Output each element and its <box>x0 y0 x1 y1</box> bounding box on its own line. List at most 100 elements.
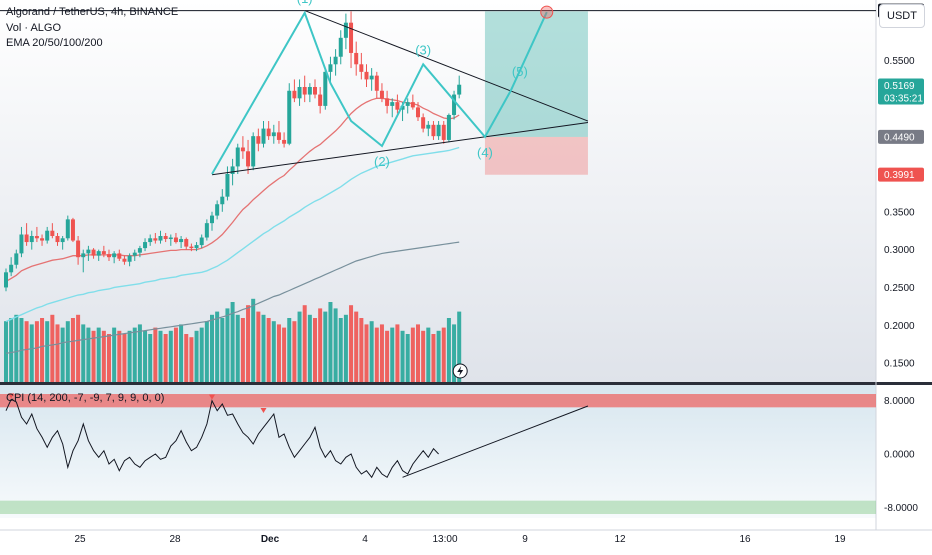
volume-bar <box>112 327 117 382</box>
candle-body <box>390 102 395 106</box>
candle-body <box>199 237 204 246</box>
candle-body <box>282 139 287 144</box>
volume-bar <box>364 324 369 382</box>
wave-label: (4) <box>477 145 493 160</box>
currency-button[interactable]: USDT <box>879 4 925 28</box>
volume-bar <box>302 305 307 382</box>
candle-body <box>379 90 384 99</box>
volume-bar <box>457 311 462 382</box>
candle-body <box>112 253 117 258</box>
volume-bar <box>220 318 225 382</box>
candle-body <box>446 114 451 140</box>
stop-price-label: 0.3991 <box>884 170 915 181</box>
candle-body <box>246 151 251 167</box>
volume-bar <box>379 324 384 382</box>
candle-body <box>45 230 50 241</box>
candle-body <box>215 204 220 216</box>
volume-bar <box>40 318 45 382</box>
volume-bar <box>70 318 75 382</box>
volume-label: Vol · ALGO <box>6 22 62 34</box>
main-pane-background <box>0 0 876 382</box>
cpi-indicator-label: CPI (14, 200, -7, -9, 7, 9, 9, 0, 0) <box>6 392 165 404</box>
volume-bar <box>246 305 251 382</box>
volume-bar <box>29 324 34 382</box>
candle-body <box>70 219 75 241</box>
candle-body <box>395 102 400 110</box>
volume-bar <box>163 334 168 382</box>
candle-body <box>19 234 24 254</box>
volume-bar <box>168 330 173 382</box>
volume-bar <box>24 321 29 382</box>
candle-body <box>313 86 317 95</box>
candle-body <box>65 219 70 239</box>
candle-body <box>34 236 39 239</box>
volume-bar <box>81 324 86 382</box>
candle-body <box>374 75 379 91</box>
volume-bar <box>271 321 276 382</box>
candle-body <box>148 238 153 243</box>
volume-bar <box>441 327 446 382</box>
candle-body <box>81 253 86 258</box>
entry-price-label: 0.4490 <box>884 132 915 143</box>
candle-body <box>359 64 364 72</box>
volume-bar <box>323 311 328 382</box>
current-price-label-box <box>878 78 924 105</box>
candle-body <box>457 84 462 95</box>
volume-bar <box>374 327 379 382</box>
time-tick-label: 19 <box>834 534 846 545</box>
volume-bar <box>416 324 420 382</box>
time-tick-label: 9 <box>522 534 528 545</box>
volume-bar <box>199 327 204 382</box>
volume-bar <box>400 330 405 382</box>
candle-body <box>9 264 14 273</box>
candle-body <box>338 37 343 57</box>
volume-bar <box>333 308 338 382</box>
volume-bar <box>235 314 240 382</box>
candle-body <box>210 215 214 224</box>
wave-label: (1) <box>297 0 313 6</box>
ema-slow-line <box>5 241 460 354</box>
candle-body <box>369 75 374 80</box>
volume-bar <box>307 314 312 382</box>
cpi-lower-band <box>0 500 876 514</box>
time-tick-label: Dec <box>261 534 280 545</box>
volume-bar <box>452 324 457 382</box>
candle-body <box>122 258 127 262</box>
candle-body <box>96 251 101 256</box>
price-tick-label: 0.3500 <box>884 207 915 218</box>
volume-bar <box>96 327 101 382</box>
current-price-label: 0.5169 <box>884 81 915 92</box>
cpi-trendline <box>402 405 589 478</box>
candle-body <box>276 132 281 140</box>
candle-body <box>266 128 271 137</box>
volume-bar <box>359 318 364 382</box>
volume-bar <box>349 305 354 382</box>
pane-separator <box>0 382 932 385</box>
volume-bar <box>395 324 400 382</box>
candle-body <box>179 239 184 243</box>
volume-bar <box>210 314 214 382</box>
volume-bar <box>117 330 122 382</box>
candle-body <box>235 147 240 167</box>
volume-bar <box>261 314 266 382</box>
candle-body <box>256 136 261 144</box>
volume-bar <box>297 311 302 382</box>
candle-body <box>251 136 256 167</box>
candle-body <box>29 236 34 243</box>
wave-label: (5) <box>512 64 528 79</box>
candle-body <box>349 22 354 53</box>
volume-bar <box>50 314 55 382</box>
volume-bar <box>410 327 415 382</box>
candle-body <box>4 272 8 288</box>
volume-bar <box>184 334 189 382</box>
ema-mid-line <box>5 146 460 323</box>
volume-bar <box>173 327 178 382</box>
candle-body <box>452 94 457 115</box>
volume-bar <box>60 327 65 382</box>
volume-bar <box>101 330 106 382</box>
volume-bar <box>390 327 395 382</box>
stop-price-label-box <box>878 167 924 182</box>
volume-bar <box>266 318 271 382</box>
